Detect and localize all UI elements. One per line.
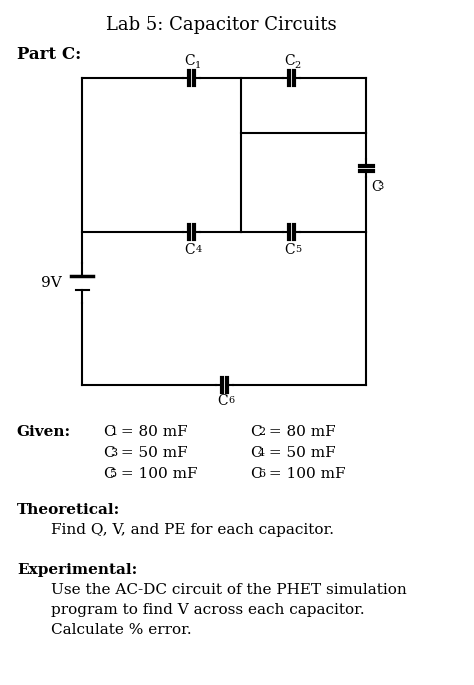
Text: C: C <box>250 467 262 481</box>
Text: C: C <box>217 394 228 408</box>
Text: Part C:: Part C: <box>17 46 81 63</box>
Text: Given:: Given: <box>17 425 71 439</box>
Text: = 80 mF: = 80 mF <box>116 425 188 439</box>
Text: C: C <box>103 467 114 481</box>
Text: 9V: 9V <box>41 276 62 290</box>
Text: Lab 5: Capacitor Circuits: Lab 5: Capacitor Circuits <box>106 16 337 34</box>
Text: C: C <box>371 180 382 194</box>
Text: 4: 4 <box>195 245 201 254</box>
Text: 6: 6 <box>258 469 265 479</box>
Text: 2: 2 <box>258 427 265 437</box>
Text: program to find V across each capacitor.: program to find V across each capacitor. <box>51 603 365 617</box>
Text: C: C <box>103 425 114 439</box>
Text: C: C <box>284 243 295 257</box>
Text: 5: 5 <box>110 469 118 479</box>
Text: Use the AC-DC circuit of the PHET simulation: Use the AC-DC circuit of the PHET simula… <box>51 583 407 597</box>
Text: C: C <box>250 446 262 460</box>
Text: C: C <box>184 243 195 257</box>
Text: C: C <box>284 54 295 68</box>
Text: 3: 3 <box>110 448 118 458</box>
Text: = 100 mF: = 100 mF <box>116 467 197 481</box>
Text: Experimental:: Experimental: <box>17 563 137 577</box>
Text: 3: 3 <box>378 182 384 191</box>
Text: C: C <box>250 425 262 439</box>
Text: C: C <box>103 446 114 460</box>
Text: 6: 6 <box>228 396 234 405</box>
Text: = 50 mF: = 50 mF <box>116 446 188 460</box>
Text: Find Q, V, and PE for each capacitor.: Find Q, V, and PE for each capacitor. <box>51 523 334 537</box>
Text: 5: 5 <box>295 245 301 254</box>
Text: 4: 4 <box>258 448 265 458</box>
Text: = 50 mF: = 50 mF <box>264 446 335 460</box>
Text: 2: 2 <box>294 61 301 70</box>
Text: = 80 mF: = 80 mF <box>264 425 335 439</box>
Text: Theoretical:: Theoretical: <box>17 503 120 517</box>
Text: C: C <box>184 54 195 68</box>
Text: = 100 mF: = 100 mF <box>264 467 345 481</box>
Text: 1: 1 <box>110 427 118 437</box>
Text: 1: 1 <box>194 61 201 70</box>
Text: Calculate % error.: Calculate % error. <box>51 623 192 637</box>
